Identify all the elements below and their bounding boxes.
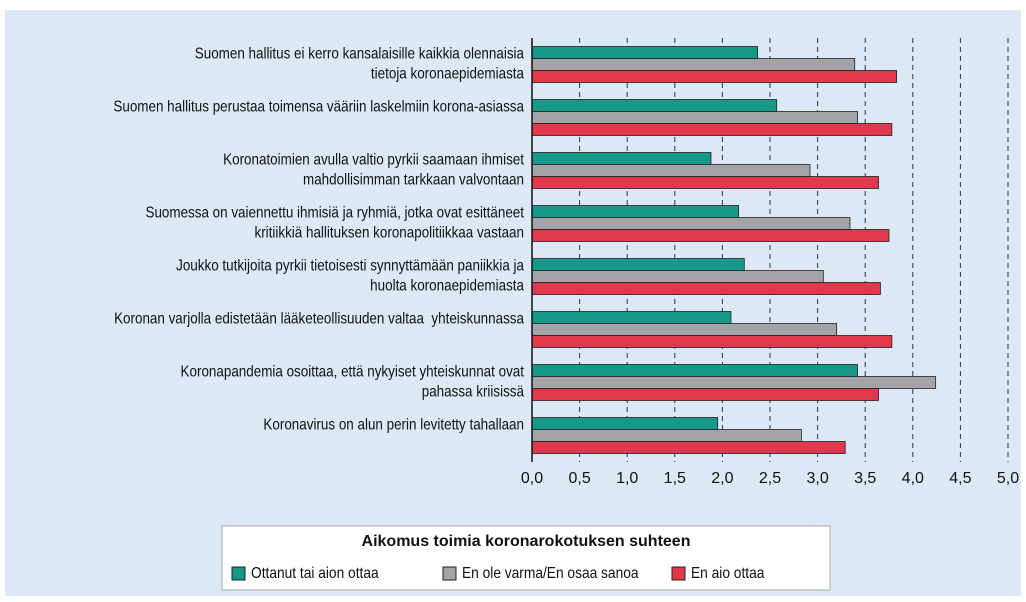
bar: [531, 417, 719, 430]
bar: [531, 123, 893, 136]
x-tick-label: 3,5: [854, 470, 876, 487]
bar: [531, 152, 712, 165]
y-tick-label: kritiikkiä hallituksen koronapolitiikkaa…: [254, 225, 524, 242]
bar: [531, 217, 851, 230]
legend-label: En aio ottaa: [691, 564, 765, 582]
legend-label: Ottanut tai aion ottaa: [251, 564, 379, 582]
bar: [531, 58, 856, 71]
y-tick-label: Koronavirus on alun perin levitetty taha…: [263, 417, 524, 434]
bar: [531, 311, 732, 324]
x-tick-label: 0,0: [521, 470, 543, 487]
legend-item: Ottanut tai aion ottaa: [251, 564, 379, 582]
background: [5, 10, 1021, 596]
y-tick-label: pahassa kriisissä: [422, 384, 525, 401]
legend-title: Aikomus toimia koronarokotuksen suhteen: [362, 533, 691, 550]
bar: [531, 441, 846, 454]
bar: [531, 335, 893, 348]
x-tick-label: 1,0: [616, 470, 638, 487]
bar: [531, 46, 759, 59]
bar: [531, 376, 937, 389]
category-label: Suomessa on vaiennettu ihmisiä ja ryhmiä…: [145, 205, 524, 242]
x-tick-label: 1,5: [664, 470, 686, 487]
category-label: Koronatoimien avulla valtio pyrkii saama…: [223, 152, 524, 189]
category-label: Suomen hallitus perustaa toimensa väärii…: [113, 99, 524, 116]
bar: [531, 176, 879, 189]
bar: [531, 429, 802, 442]
bar: [531, 229, 890, 242]
bar: [531, 388, 879, 401]
legend-box: [221, 525, 831, 591]
bar: [531, 270, 824, 283]
category-label: Joukko tutkijoita pyrkii tietoisesti syn…: [176, 258, 525, 295]
legend-swatch: [671, 566, 686, 581]
x-tick-label: 3,0: [806, 470, 828, 487]
legend-swatch: [231, 566, 246, 581]
legend-label: En ole varma/En osaa sanoa: [462, 564, 639, 582]
bar: [531, 70, 898, 83]
category-label: Suomen hallitus ei kerro kansalaisille k…: [195, 46, 525, 83]
x-tick-label: 2,5: [759, 470, 781, 487]
bar: [531, 164, 811, 177]
bar: [531, 99, 778, 112]
y-tick-label: mahdollisimman tarkkaan valvontaan: [303, 172, 524, 189]
x-tick-label: 4,0: [902, 470, 924, 487]
x-tick-label: 0,5: [568, 470, 590, 487]
category-label: Koronapandemia osoittaa, että nykyiset y…: [181, 364, 525, 401]
y-tick-label: tietoja koronaepidemiasta: [371, 66, 525, 83]
y-tick-label: Koronan varjolla edistetään lääketeollis…: [114, 311, 525, 328]
bar: [531, 364, 858, 377]
category-label: Koronavirus on alun perin levitetty taha…: [263, 417, 524, 434]
y-tick-label: huolta koronaepidemiasta: [370, 278, 525, 295]
x-tick-label: 4,5: [949, 470, 971, 487]
legend-item: En ole varma/En osaa sanoa: [462, 564, 639, 582]
y-tick-label: Koronatoimien avulla valtio pyrkii saama…: [223, 152, 524, 169]
category-label: Koronan varjolla edistetään lääketeollis…: [114, 311, 525, 328]
y-tick-label: Joukko tutkijoita pyrkii tietoisesti syn…: [176, 258, 525, 275]
y-tick-label: Suomen hallitus perustaa toimensa väärii…: [113, 99, 524, 116]
legend-swatch: [442, 566, 457, 581]
bar: [531, 282, 881, 295]
x-tick-label: 2,0: [711, 470, 733, 487]
bar: [531, 323, 838, 336]
bar: [531, 258, 745, 271]
bar: [531, 205, 739, 218]
y-tick-label: Koronapandemia osoittaa, että nykyiset y…: [181, 364, 524, 381]
bar: [531, 111, 858, 124]
y-tick-label: Suomessa on vaiennettu ihmisiä ja ryhmiä…: [145, 205, 524, 222]
x-tick-label: 5,0: [997, 470, 1019, 487]
y-tick-label: Suomen hallitus ei kerro kansalaisille k…: [195, 46, 525, 63]
legend-item: En aio ottaa: [691, 564, 765, 582]
